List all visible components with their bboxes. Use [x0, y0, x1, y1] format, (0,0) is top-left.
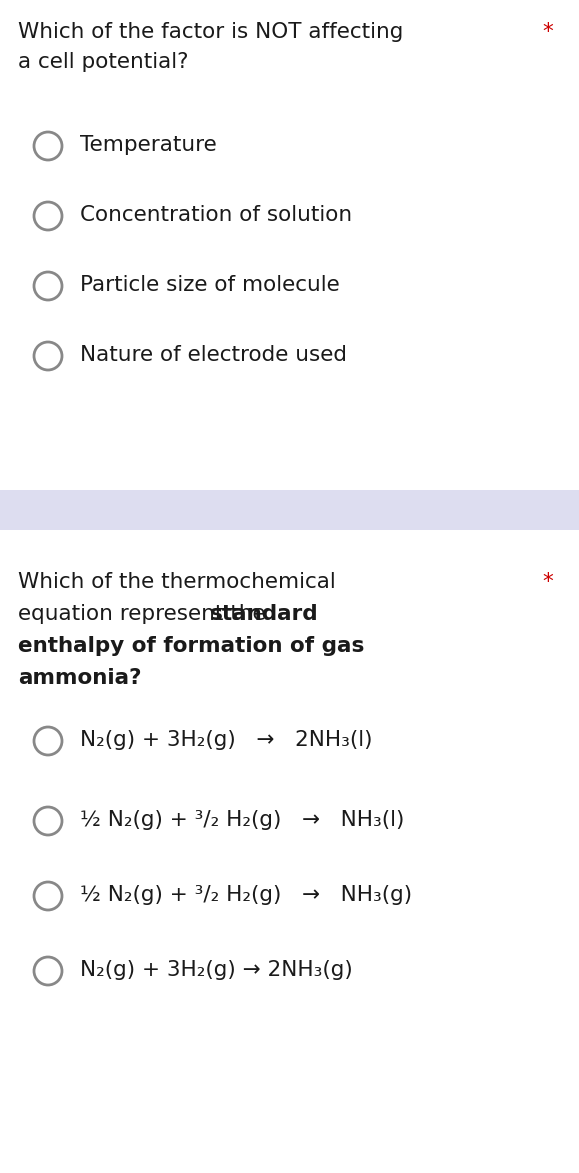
Text: standard: standard — [210, 604, 318, 624]
Text: N₂(g) + 3H₂(g)   →   2NH₃(l): N₂(g) + 3H₂(g) → 2NH₃(l) — [80, 730, 372, 750]
Text: equation represent the: equation represent the — [18, 604, 273, 624]
Text: ½ N₂(g) + ³/₂ H₂(g)   →   NH₃(l): ½ N₂(g) + ³/₂ H₂(g) → NH₃(l) — [80, 811, 404, 830]
Text: ½ N₂(g) + ³/₂ H₂(g)   →   NH₃(g): ½ N₂(g) + ³/₂ H₂(g) → NH₃(g) — [80, 884, 412, 906]
Text: enthalpy of formation of gas: enthalpy of formation of gas — [18, 636, 364, 656]
Text: Which of the factor is NOT affecting: Which of the factor is NOT affecting — [18, 22, 404, 42]
Text: Nature of electrode used: Nature of electrode used — [80, 345, 347, 365]
Text: *: * — [543, 572, 553, 592]
Bar — [0, 490, 579, 530]
Text: N₂(g) + 3H₂(g) → 2NH₃(g): N₂(g) + 3H₂(g) → 2NH₃(g) — [80, 960, 353, 979]
Text: Concentration of solution: Concentration of solution — [80, 205, 352, 225]
Text: a cell potential?: a cell potential? — [18, 52, 189, 72]
Text: Particle size of molecule: Particle size of molecule — [80, 274, 340, 294]
Text: Which of the thermochemical: Which of the thermochemical — [18, 572, 336, 592]
Text: *: * — [543, 22, 553, 42]
Text: ammonia?: ammonia? — [18, 667, 141, 689]
Text: Temperature: Temperature — [80, 135, 217, 155]
